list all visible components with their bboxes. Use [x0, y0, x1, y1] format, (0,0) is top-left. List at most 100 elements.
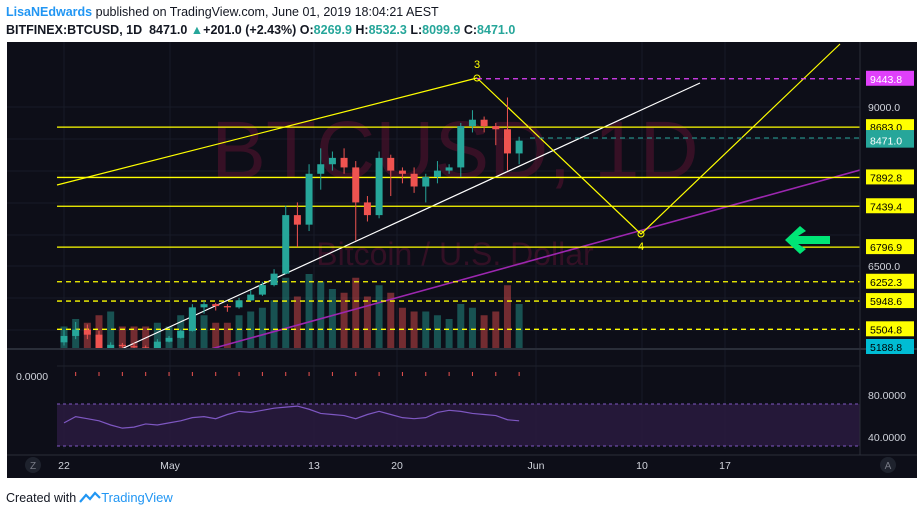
volume-bar: [223, 322, 231, 349]
timezone-icon: Z: [30, 461, 36, 472]
volume-bar: [107, 311, 115, 349]
candle-body: [503, 129, 511, 154]
candle-body: [130, 346, 138, 348]
candle-body: [107, 344, 115, 349]
author-link[interactable]: LisaNEdwards: [6, 5, 93, 19]
price-label: 5188.8: [870, 342, 902, 354]
price-label: 5504.8: [870, 324, 902, 336]
symbol-label: BITFINEX:BTCUSD, 1D: [6, 23, 143, 37]
candle-body: [165, 337, 173, 342]
volume-bar: [258, 307, 266, 349]
white-trend-line: [120, 82, 701, 349]
rsi-line: [63, 405, 520, 429]
volume-bar: [200, 315, 208, 349]
candle: [130, 342, 138, 349]
watermark-subtitle: Bitcoin / U.S. Dollar: [316, 236, 594, 272]
candle: [247, 290, 255, 301]
candle-body: [433, 170, 441, 177]
candle-body: [468, 119, 476, 127]
volume-bar: [445, 319, 453, 349]
time-tick-label: 10: [636, 460, 648, 472]
volume-bar: [270, 300, 278, 349]
candle-body: [398, 170, 406, 174]
candle: [503, 97, 511, 171]
candle-body: [457, 126, 465, 168]
price-label-box: [866, 339, 914, 354]
candle: [282, 205, 290, 275]
candle: [200, 300, 208, 314]
indicator-pane: 0.0000 80.0000 40.0000: [16, 365, 906, 447]
candle: [60, 329, 68, 346]
volume-bar: [387, 292, 395, 349]
price-label: 7439.4: [870, 201, 902, 213]
candle-body: [258, 285, 266, 295]
candle-body: [363, 202, 371, 216]
candle-body: [480, 119, 488, 127]
tradingview-brand-link[interactable]: TradingView: [101, 490, 173, 505]
candle: [433, 161, 441, 184]
candle: [223, 304, 231, 312]
volume-bar: [457, 304, 465, 349]
price-label: 6796.9: [870, 242, 902, 254]
close-label: C:: [463, 23, 478, 37]
volume-bar: [515, 304, 523, 349]
open-value: 8269.9: [313, 23, 352, 37]
volume-bar: [352, 277, 360, 349]
created-with-text: Created with: [6, 491, 77, 505]
candle: [340, 148, 348, 174]
time-tick-label: 17: [719, 460, 731, 472]
candle: [188, 304, 196, 332]
last-price: 8471.0: [149, 23, 188, 37]
volume-bar: [235, 315, 243, 349]
candle-body: [212, 304, 220, 307]
price-axis[interactable]: 9000.06500.06000.09443.88683.08512.18471…: [866, 70, 914, 354]
drawings: [56, 43, 860, 349]
volume-bar: [468, 307, 476, 349]
candle-body: [223, 306, 231, 308]
candle-body: [328, 157, 336, 165]
symbol-ohlc-line: BITFINEX:BTCUSD, 1D 8471.0 ▲+201.0 (+2.4…: [6, 23, 515, 37]
candle-body: [445, 167, 453, 171]
candle-body: [422, 176, 430, 187]
candle-body: [118, 344, 126, 347]
wave-label-4: 4: [638, 241, 644, 253]
high-value: 8532.3: [368, 23, 407, 37]
tradingview-logo-icon: [79, 490, 101, 507]
volume-bar: [282, 277, 290, 349]
upper-channel-line: [56, 77, 478, 186]
candle: [445, 164, 453, 174]
price-label-box: [866, 169, 914, 185]
wave-point-4: [637, 230, 645, 238]
volume-bar: [340, 292, 348, 349]
rsi-band: [57, 404, 860, 446]
candle-body: [352, 167, 360, 203]
volume-bar: [433, 315, 441, 349]
price-label-box: [866, 273, 914, 289]
auto-scale-icon: A: [885, 461, 892, 472]
zoom-button[interactable]: Z: [25, 457, 41, 473]
candle-body: [188, 307, 196, 331]
price-label: 9443.8: [870, 74, 902, 86]
candle-body: [340, 157, 348, 168]
candle: [328, 151, 336, 171]
candle: [363, 196, 371, 222]
green-arrow-icon: [785, 226, 830, 254]
volume-bar: [305, 274, 313, 349]
time-axis[interactable]: 22 May 13 20 Jun 10 17: [58, 460, 731, 472]
candle: [72, 321, 80, 340]
candle: [317, 148, 325, 190]
horizontal-levels: [57, 78, 860, 330]
candle: [410, 167, 418, 193]
volume-bar: [375, 285, 383, 349]
price-label: 6252.3: [870, 277, 902, 289]
candle: [293, 202, 301, 247]
publish-line: LisaNEdwards published on TradingView.co…: [6, 5, 439, 19]
candle-body: [387, 157, 395, 171]
candle-body: [60, 335, 68, 343]
candle: [398, 167, 406, 184]
candle: [107, 342, 115, 349]
candle: [235, 297, 243, 309]
candle: [468, 110, 476, 133]
auto-scale-button[interactable]: A: [880, 457, 896, 473]
